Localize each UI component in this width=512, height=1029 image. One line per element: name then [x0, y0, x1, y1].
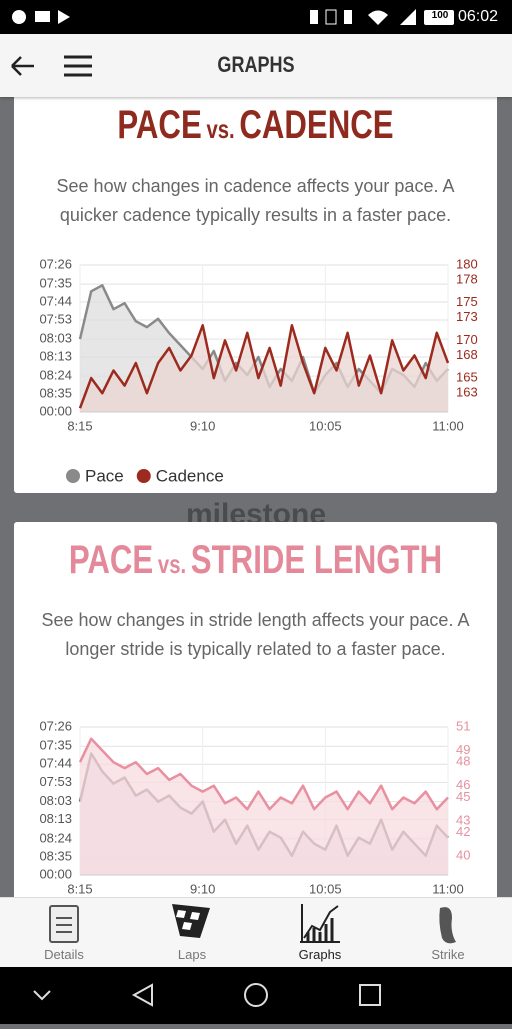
chart: 07:26 07:35 07:44 07:53 08:03 08:13 08:24 08:35…: [39, 718, 470, 896]
x-tick-label: 11:00: [432, 881, 464, 896]
legend-marker: [66, 469, 80, 483]
title-word: PACE: [117, 103, 202, 147]
area-fill: [80, 325, 448, 412]
y-tick-label: 08:35: [39, 386, 72, 401]
card-description: See how changes in cadence affects your …: [56, 176, 455, 225]
screen-title: GRAPHS: [217, 52, 295, 77]
y2-tick-label: 49: [456, 742, 470, 757]
card: PACE vs. CADENCE See how changes in cadenc…: [14, 85, 497, 493]
series-line: [78, 324, 450, 409]
header-buttons[interactable]: [0, 34, 120, 97]
area-fill: [80, 738, 448, 875]
title-word: STRIDE LENGTH: [190, 538, 443, 582]
y-tick-label: 08:03: [39, 793, 72, 808]
tab-active[interactable]: Graphs: [298, 947, 342, 962]
x-tick-label: 11:00: [432, 418, 464, 433]
title-vs: vs.: [157, 549, 187, 579]
y2-tick-label: 163: [456, 385, 478, 400]
y-tick-label: 07:44: [39, 756, 72, 771]
title-word: CADENCE: [239, 103, 394, 147]
y-tick-label: 07:53: [39, 311, 72, 326]
y2-tick-label: 178: [456, 272, 478, 287]
y-tick-label: 08:35: [39, 848, 72, 863]
y-tick-label: 07:26: [39, 718, 72, 733]
clock: 06:02: [458, 8, 499, 25]
y2-tick-label: 40: [456, 848, 470, 863]
y2-tick-label: 42: [456, 824, 470, 839]
status-icons: [12, 9, 454, 25]
y-tick-label: 07:35: [39, 276, 72, 291]
y-tick-label: 07:53: [39, 774, 72, 789]
y2-tick-label: 170: [456, 332, 478, 347]
legend-marker: [136, 469, 151, 483]
x-tick-label: 9:10: [190, 881, 215, 896]
tab[interactable]: Laps: [177, 947, 207, 962]
y-tick-label: 07:26: [39, 256, 72, 271]
y2-tick-label: 165: [456, 370, 478, 385]
y-tick-label: 08:13: [39, 811, 72, 826]
card: PACE vs. STRIDE LENGTH See how changes in …: [14, 522, 497, 922]
x-tick-label: 8:15: [67, 881, 92, 896]
y2-tick-label: 45: [456, 789, 470, 804]
battery-level: 100: [431, 10, 449, 21]
y2-tick-label: 173: [456, 309, 478, 324]
nav-buttons[interactable]: [0, 967, 512, 1024]
y2-tick-label: 48: [456, 754, 470, 769]
y-tick-label: 00:00: [39, 866, 72, 881]
y-tick-label: 08:03: [39, 331, 72, 346]
legend-label: Cadence: [156, 466, 224, 485]
y-tick-label: 00:00: [39, 403, 72, 418]
card-description: See how changes in stride length affects…: [41, 610, 470, 659]
x-tick-label: 10:05: [309, 418, 342, 433]
chart: 07:26 07:35 07:44 07:53 08:03 08:13 08:24 08:35…: [39, 256, 478, 485]
title-vs: vs.: [206, 114, 235, 144]
y-tick-label: 08:24: [39, 830, 72, 845]
tab-bar: Details Laps Graphs Strike: [0, 897, 512, 968]
y-tick-label: 08:13: [39, 348, 72, 363]
y2-tick-label: 175: [456, 294, 478, 309]
tab[interactable]: Strike: [431, 947, 465, 962]
x-tick-label: 9:10: [190, 418, 215, 433]
card-title: PACE vs. CADENCE: [67, 103, 444, 148]
tab-icons: [49, 904, 456, 944]
app-header: GRAPHS: [0, 34, 512, 97]
x-tick-label: 8:15: [67, 418, 92, 433]
navigation-bar: [0, 967, 512, 1024]
y-tick-label: 07:35: [39, 738, 72, 753]
card-title: PACE vs. STRIDE LENGTH: [67, 538, 444, 583]
title-word: PACE: [68, 538, 154, 582]
y2-tick-label: 46: [456, 777, 470, 792]
series-line: [78, 737, 449, 811]
y-tick-label: 07:44: [39, 293, 72, 308]
status-bar: 100 06:02: [0, 0, 512, 34]
tab[interactable]: Details: [44, 947, 84, 962]
y2-tick-label: 43: [456, 812, 470, 827]
legend-label: Pace: [85, 466, 124, 485]
y2-tick-label: 168: [456, 347, 478, 362]
y-tick-label: 08:24: [39, 368, 72, 383]
y2-tick-label: 51: [456, 718, 470, 733]
y2-tick-label: 180: [456, 256, 478, 271]
x-tick-label: 10:05: [309, 881, 342, 896]
